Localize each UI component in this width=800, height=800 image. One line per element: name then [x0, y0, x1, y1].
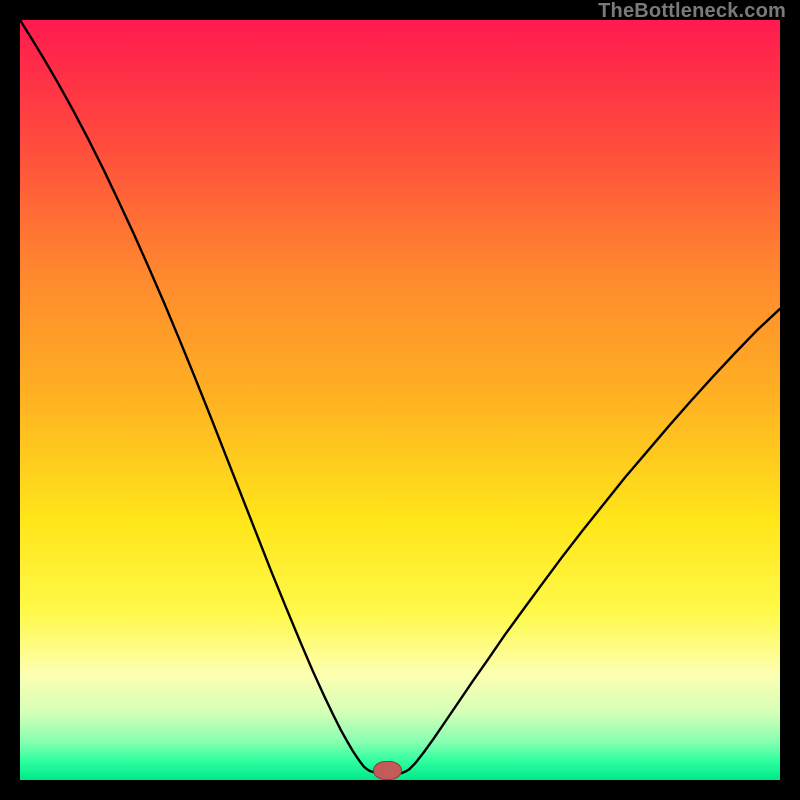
- plot-area: [20, 20, 780, 780]
- plot-background: [20, 20, 780, 780]
- watermark: TheBottleneck.com: [598, 0, 786, 23]
- plot-svg: [20, 20, 780, 780]
- valley-marker: [373, 761, 402, 780]
